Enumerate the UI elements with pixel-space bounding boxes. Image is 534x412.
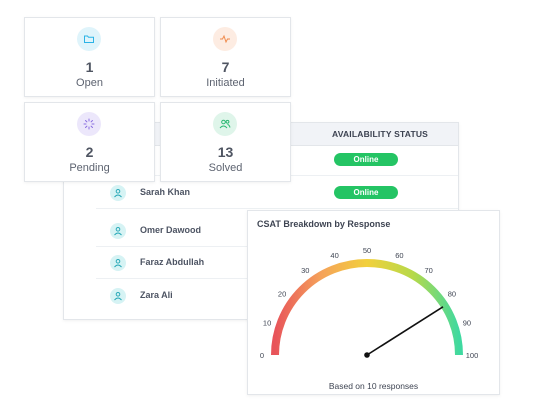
gauge-tick-label: 0 [260,351,264,360]
availability-status-header: AVAILABILITY STATUS [332,129,429,139]
gauge-tick-label: 20 [278,289,286,298]
folder-icon [77,27,101,51]
csat-gauge: 0 10 20 30 40 50 60 70 80 90 100 [260,246,479,360]
loader-icon [77,112,101,136]
gauge-arc [271,259,463,356]
user-icon [114,227,122,236]
stat-card-open[interactable]: 1 Open [24,17,155,97]
gauge-tick-label: 100 [466,351,479,360]
gauge-tick-label: 50 [363,246,371,255]
activity-icon [213,27,237,51]
stat-value: 13 [217,144,234,160]
gauge-tick-label: 60 [395,251,403,260]
stat-card-initiated[interactable]: 7 Initiated [160,17,291,97]
avatar [110,185,126,201]
table-row[interactable]: Sarah Khan Online [96,178,458,209]
stat-label: Open [76,77,103,89]
gauge-tick-label: 90 [463,319,471,328]
gauge-needle [366,306,444,356]
stat-value: 7 [221,59,230,75]
stat-label: Initiated [206,77,245,89]
user-icon [114,292,122,301]
users-icon [213,112,237,136]
csat-gauge-card: CSAT Breakdown by Response 0 10 20 30 40 50 60… [247,210,500,395]
user-icon [114,259,122,268]
stat-card-solved[interactable]: 13 Solved [160,102,291,182]
gauge-footer: Based on 10 responses [328,381,419,391]
gauge-title: CSAT Breakdown by Response [257,219,391,229]
agent-name: Omer Dawood [140,225,202,235]
user-icon [114,189,122,198]
avatar [110,223,126,239]
table-row[interactable]: Zara Ali [96,281,458,311]
agent-name: Faraz Abdullah [140,257,205,267]
avatar [110,255,126,271]
gauge-tick-label: 40 [330,251,338,260]
agent-name: Sarah Khan [140,187,191,197]
status-badge: Online [334,153,398,166]
status-badge: Online [334,186,398,199]
stat-label: Solved [208,162,243,174]
gauge-needle-hub [364,352,370,358]
gauge-tick-label: 70 [425,266,433,275]
agent-name: Zara Ali [140,290,173,300]
stat-label: Pending [69,162,110,174]
stat-value: 1 [85,59,94,75]
gauge-tick-label: 80 [448,289,456,298]
stat-card-pending[interactable]: 2 Pending [24,102,155,182]
stat-value: 2 [85,144,94,160]
avatar [110,288,126,304]
gauge-tick-label: 10 [263,319,271,328]
gauge-tick-label: 30 [301,266,309,275]
